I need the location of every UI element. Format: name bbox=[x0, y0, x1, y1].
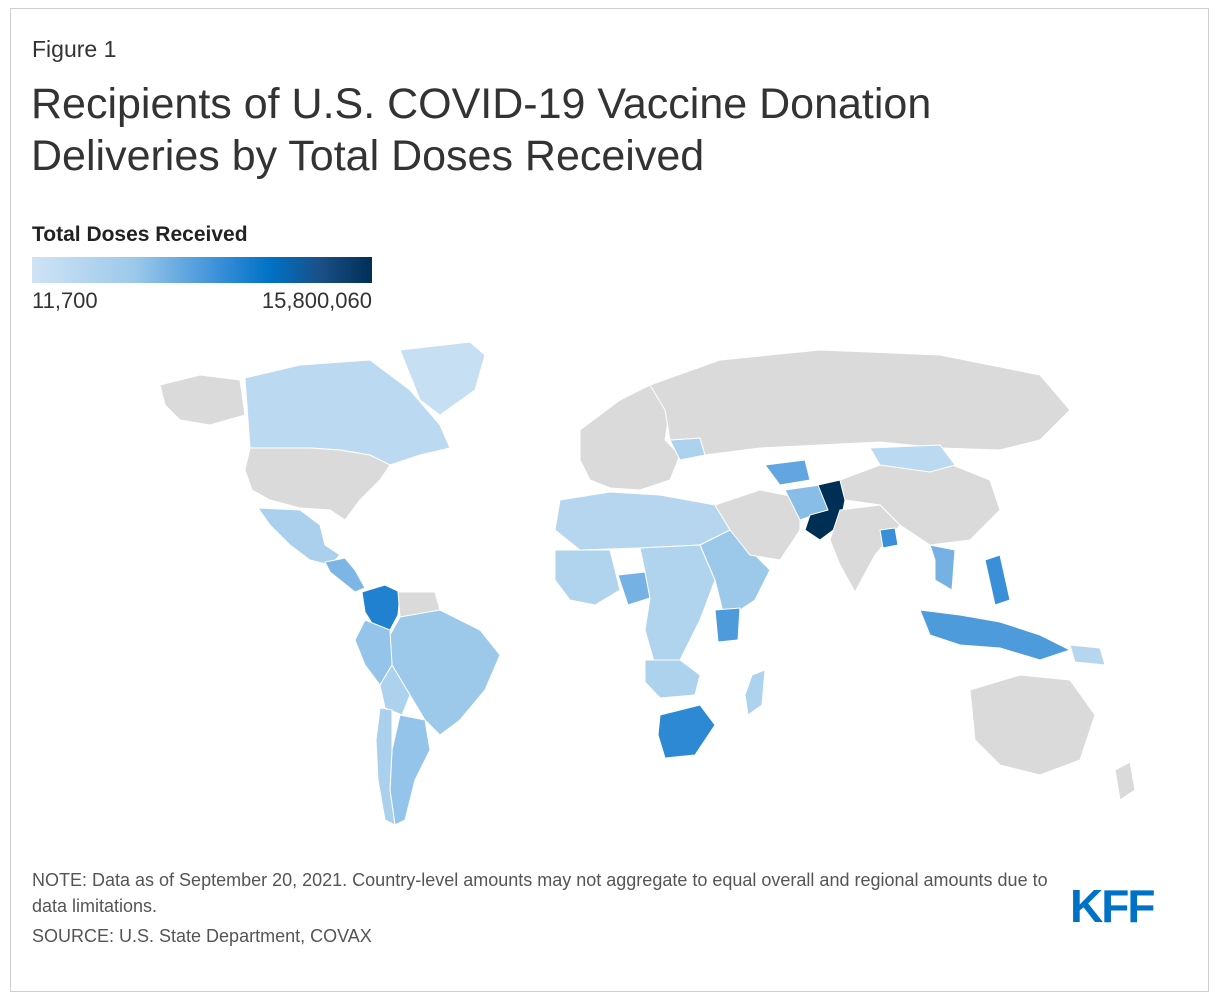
region-north-africa bbox=[554, 491, 731, 551]
region-new-zealand bbox=[1114, 761, 1136, 801]
region-bolivia bbox=[379, 664, 411, 716]
region-kenya bbox=[714, 607, 741, 643]
kff-logo-text: KFF bbox=[1070, 880, 1154, 928]
region-west-africa bbox=[554, 549, 621, 606]
region-colombia bbox=[361, 584, 401, 631]
figure-title: Recipients of U.S. COVID-19 Vaccine Dona… bbox=[31, 80, 932, 180]
region-philippines bbox=[984, 554, 1011, 606]
region-papua-new-guinea bbox=[1069, 644, 1106, 666]
source-text: SOURCE: U.S. State Department, COVAX bbox=[32, 926, 372, 946]
region-greenland bbox=[399, 341, 486, 416]
region-argentina bbox=[389, 714, 431, 826]
region-mexico bbox=[257, 507, 341, 566]
region-middle-east bbox=[714, 489, 801, 561]
figure-label: Figure 1 bbox=[32, 36, 117, 62]
kff-logo: KFF bbox=[1070, 880, 1156, 928]
region-russia bbox=[649, 349, 1071, 456]
region-uzbekistan bbox=[764, 459, 811, 486]
region-mongolia bbox=[869, 444, 956, 473]
region-europe bbox=[579, 384, 681, 491]
region-indonesia bbox=[919, 609, 1072, 661]
region-australia bbox=[969, 674, 1096, 776]
region-usa bbox=[244, 447, 391, 521]
world-map bbox=[159, 341, 1136, 826]
region-alaska bbox=[159, 374, 246, 426]
region-south-africa bbox=[657, 704, 716, 759]
legend-min-label: 11,700 bbox=[32, 288, 98, 313]
region-nigeria bbox=[617, 571, 651, 606]
legend-title: Total Doses Received bbox=[32, 223, 248, 246]
region-central-america bbox=[324, 557, 366, 593]
region-central-africa bbox=[639, 544, 716, 666]
note-text: NOTE: Data as of September 20, 2021. Cou… bbox=[32, 870, 1048, 916]
region-india bbox=[829, 504, 901, 594]
region-madagascar bbox=[744, 669, 766, 716]
region-bangladesh bbox=[879, 527, 899, 549]
legend-color-ramp bbox=[32, 257, 372, 283]
region-vietnam bbox=[929, 544, 956, 591]
region-angola bbox=[644, 659, 701, 699]
legend-max-label: 15,800,060 bbox=[261, 288, 372, 313]
region-chile bbox=[375, 707, 396, 826]
